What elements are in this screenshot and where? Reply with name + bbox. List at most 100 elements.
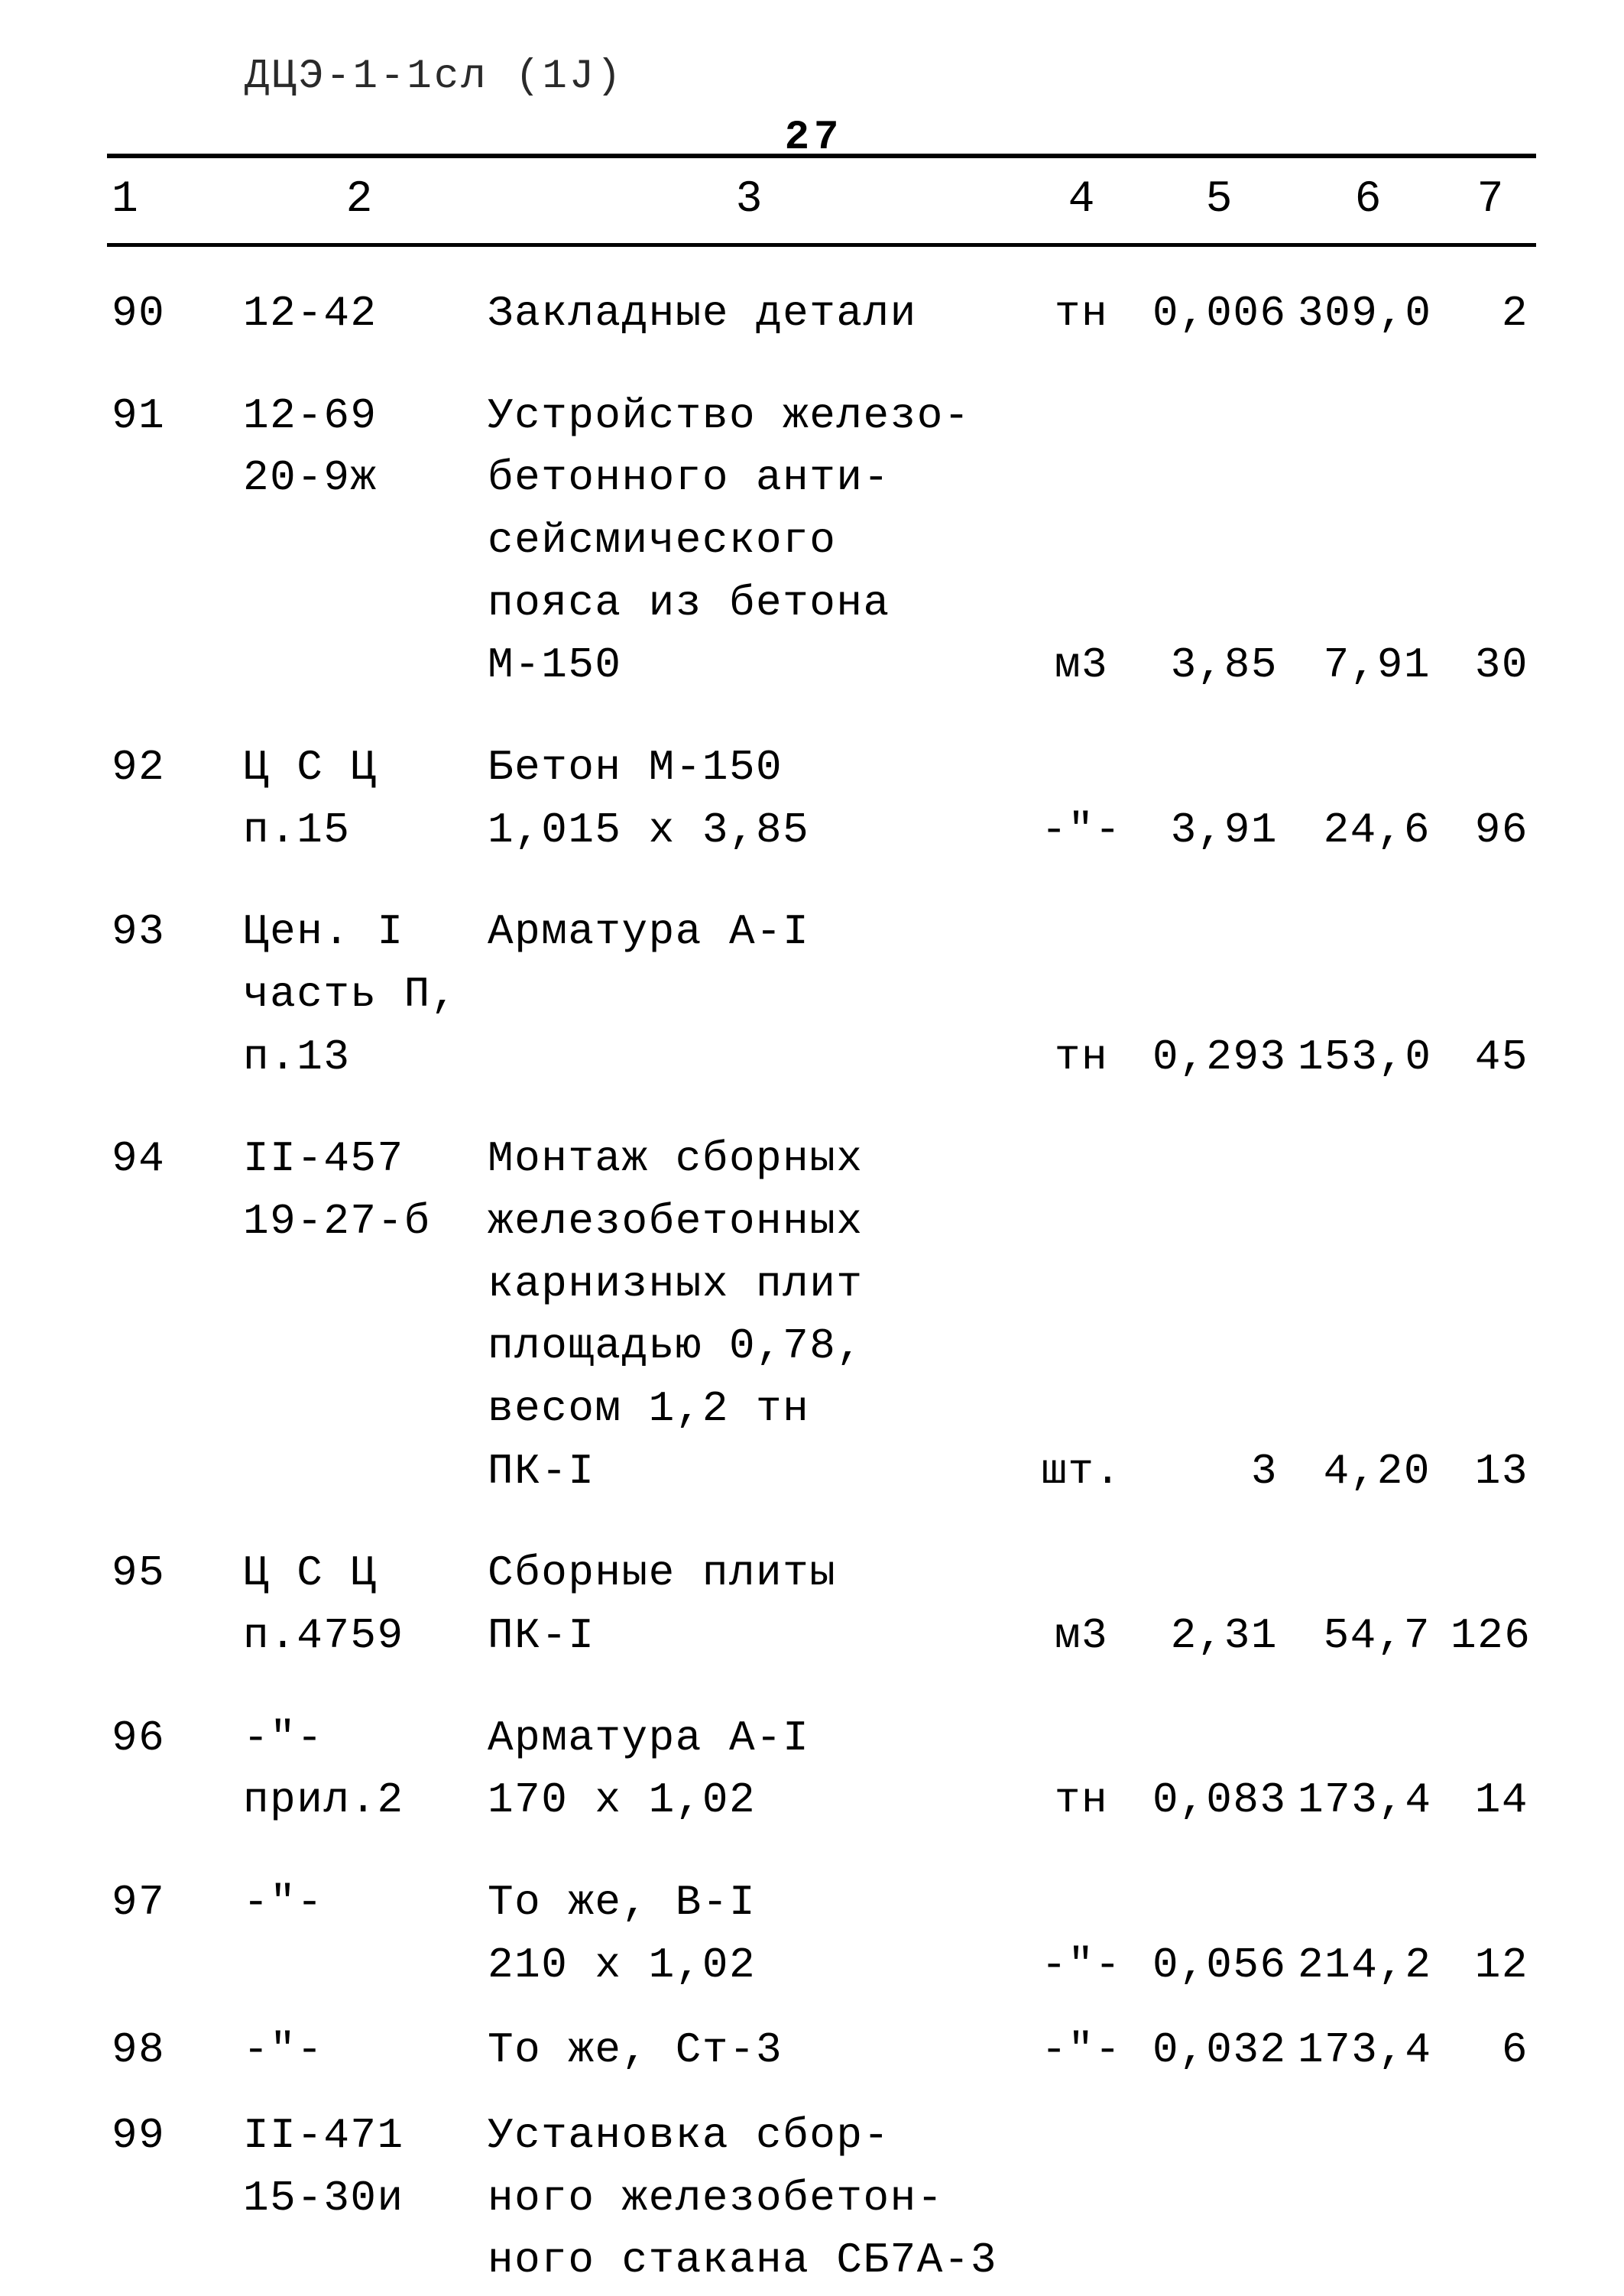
row-number	[107, 1382, 237, 1445]
col-header-3: 3	[481, 156, 1016, 245]
row-unit	[1016, 2233, 1146, 2296]
row-number	[107, 1030, 237, 1093]
row-code	[237, 638, 481, 701]
row-quantity	[1146, 1382, 1292, 1445]
table-row: 96-"-Арматура A-I	[107, 1672, 1536, 1774]
row-code: 15-30и	[237, 2171, 481, 2234]
table-body: 9012-42Закладные деталитн0,006309,029112…	[107, 245, 1536, 2296]
row-code: -"-	[237, 1836, 481, 1938]
table-row: 94II-457Монтаж сборных	[107, 1092, 1536, 1195]
row-description: площадью 0,78,	[481, 1319, 1016, 1382]
row-unit: шт.	[1016, 1445, 1146, 1507]
row-unit	[1016, 1092, 1146, 1195]
row-sum	[1444, 1195, 1536, 1257]
table-row: 9112-69Устройство железо-	[107, 349, 1536, 452]
row-number	[107, 1445, 237, 1507]
row-unit: -"-	[1016, 1938, 1146, 2001]
row-price	[1292, 701, 1444, 803]
row-code	[237, 1257, 481, 1320]
row-price: 173,4	[1292, 1773, 1444, 1836]
row-unit	[1016, 514, 1146, 576]
row-code: 12-42	[237, 245, 481, 349]
row-quantity: 3,85	[1146, 638, 1292, 701]
row-sum	[1444, 1257, 1536, 1320]
col-header-2: 2	[237, 156, 481, 245]
row-description: железобетонных	[481, 1195, 1016, 1257]
row-sum	[1444, 514, 1536, 576]
row-price	[1292, 451, 1444, 514]
row-sum: 126	[1444, 1609, 1536, 1672]
row-code: II-471	[237, 2086, 481, 2171]
row-price	[1292, 1195, 1444, 1257]
table-row: 99II-471Установка сбор-	[107, 2086, 1536, 2171]
row-description: Арматура A-I	[481, 1672, 1016, 1774]
row-quantity	[1146, 2233, 1292, 2296]
row-unit	[1016, 576, 1146, 639]
row-number: 93	[107, 865, 237, 968]
row-quantity	[1146, 1506, 1292, 1609]
row-description: Монтаж сборных	[481, 1092, 1016, 1195]
row-number: 97	[107, 1836, 237, 1938]
row-number	[107, 1319, 237, 1382]
row-number: 96	[107, 1672, 237, 1774]
cost-estimate-table-wrap: 1 2 3 4 5 6 7 9012-42Закладные деталитн0…	[107, 154, 1521, 2296]
row-description: 210 x 1,02	[481, 1938, 1016, 2001]
row-unit	[1016, 701, 1146, 803]
row-number: 94	[107, 1092, 237, 1195]
row-unit: -"-	[1016, 2000, 1146, 2086]
row-unit	[1016, 1672, 1146, 1774]
row-quantity	[1146, 1319, 1292, 1382]
row-price: 153,0	[1292, 1030, 1444, 1093]
row-number	[107, 968, 237, 1030]
row-unit	[1016, 1319, 1146, 1382]
row-sum: 13	[1444, 1445, 1536, 1507]
row-sum	[1444, 1836, 1536, 1938]
row-quantity: 3	[1146, 1445, 1292, 1507]
row-number: 99	[107, 2086, 237, 2171]
row-sum	[1444, 2171, 1536, 2234]
row-sum: 30	[1444, 638, 1536, 701]
row-description: ного железобетон-	[481, 2171, 1016, 2234]
table-row: часть П,	[107, 968, 1536, 1030]
row-unit	[1016, 2171, 1146, 2234]
row-code: п.15	[237, 803, 481, 866]
row-quantity	[1146, 349, 1292, 452]
row-number	[107, 2171, 237, 2234]
row-unit	[1016, 968, 1146, 1030]
row-price	[1292, 1382, 1444, 1445]
row-number	[107, 1257, 237, 1320]
col-header-6: 6	[1292, 156, 1444, 245]
row-sum	[1444, 349, 1536, 452]
row-sum	[1444, 865, 1536, 968]
row-unit: тн	[1016, 1773, 1146, 1836]
row-quantity: 3,91	[1146, 803, 1292, 866]
row-price	[1292, 2233, 1444, 2296]
row-description: ного стакана СБ7А-3	[481, 2233, 1016, 2296]
row-unit	[1016, 865, 1146, 968]
row-sum	[1444, 1092, 1536, 1195]
row-quantity	[1146, 701, 1292, 803]
row-unit	[1016, 1195, 1146, 1257]
row-number	[107, 638, 237, 701]
row-description: 170 x 1,02	[481, 1773, 1016, 1836]
row-unit: м3	[1016, 638, 1146, 701]
row-number: 91	[107, 349, 237, 452]
col-header-7: 7	[1444, 156, 1536, 245]
row-sum	[1444, 1382, 1536, 1445]
row-price: 4,20	[1292, 1445, 1444, 1507]
col-header-4: 4	[1016, 156, 1146, 245]
row-unit	[1016, 1257, 1146, 1320]
row-code	[237, 2233, 481, 2296]
row-unit	[1016, 1382, 1146, 1445]
row-description	[481, 968, 1016, 1030]
row-code: -"-	[237, 2000, 481, 2086]
row-sum	[1444, 1506, 1536, 1609]
table-row: весом 1,2 тн	[107, 1382, 1536, 1445]
col-header-5: 5	[1146, 156, 1292, 245]
row-quantity	[1146, 576, 1292, 639]
row-number: 92	[107, 701, 237, 803]
row-code	[237, 1938, 481, 2001]
row-quantity	[1146, 1257, 1292, 1320]
row-unit	[1016, 2086, 1146, 2171]
row-description: Сборные плиты	[481, 1506, 1016, 1609]
